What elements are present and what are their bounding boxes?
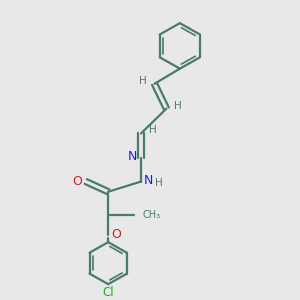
- Text: CH₃: CH₃: [142, 210, 161, 220]
- Text: N: N: [128, 150, 137, 163]
- Text: H: H: [148, 125, 156, 136]
- Text: O: O: [112, 227, 122, 241]
- Text: H: H: [155, 178, 163, 188]
- Text: N: N: [144, 174, 153, 187]
- Text: O: O: [73, 175, 82, 188]
- Text: H: H: [139, 76, 147, 86]
- Text: H: H: [174, 101, 182, 111]
- Text: Cl: Cl: [102, 286, 114, 299]
